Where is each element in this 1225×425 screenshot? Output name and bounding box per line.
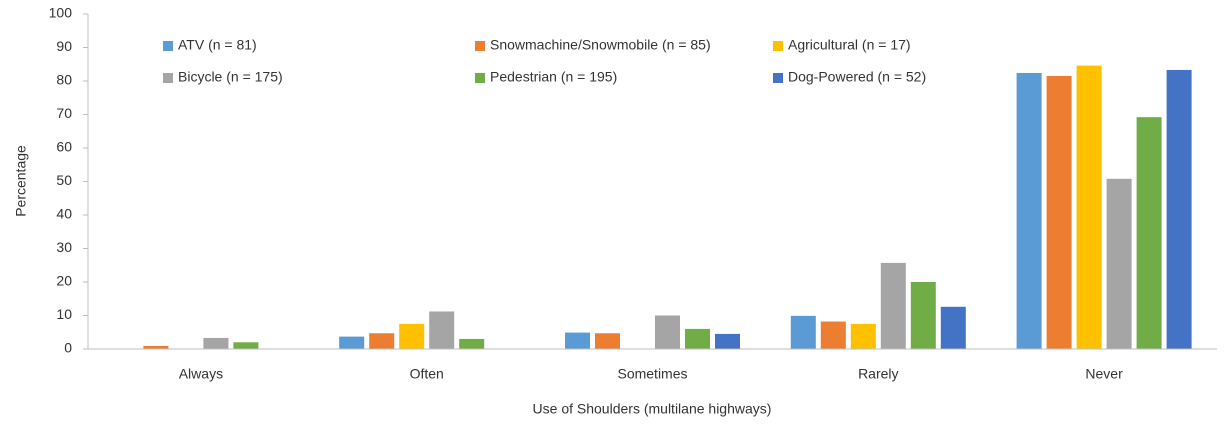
- legend-swatch: [773, 41, 783, 51]
- bar: [1136, 117, 1162, 350]
- legend-swatch: [475, 41, 485, 51]
- y-tick-label: 10: [56, 306, 72, 322]
- bar: [880, 262, 906, 349]
- bar: [233, 342, 259, 349]
- legend-swatch: [163, 41, 173, 51]
- x-tick-label: Never: [1085, 366, 1123, 382]
- bar: [565, 332, 590, 349]
- x-tick-label: Always: [179, 366, 223, 382]
- y-tick-label: 80: [56, 72, 72, 88]
- bar: [369, 333, 395, 349]
- x-axis-title: Use of Shoulders (multilane highways): [533, 401, 772, 417]
- bar: [429, 311, 455, 349]
- bar: [820, 321, 846, 349]
- bar: [1166, 69, 1192, 349]
- y-tick-label: 40: [56, 206, 72, 222]
- legend-swatch: [475, 73, 485, 83]
- bar: [143, 345, 169, 349]
- bar: [940, 306, 966, 349]
- y-tick-label: 50: [56, 172, 72, 188]
- y-tick-label: 20: [56, 273, 72, 289]
- bar: [1016, 72, 1042, 350]
- y-tick-label: 100: [49, 5, 73, 21]
- y-tick-label: 70: [56, 105, 72, 121]
- bar: [1076, 65, 1102, 349]
- x-tick-label: Sometimes: [617, 366, 687, 382]
- legend-swatch: [163, 73, 173, 83]
- bar: [1106, 178, 1132, 349]
- bar: [685, 328, 710, 349]
- bar: [459, 338, 485, 349]
- legend-label: Dog-Powered (n = 52): [788, 69, 926, 85]
- bar: [790, 315, 816, 349]
- bar: [1046, 75, 1072, 349]
- bar: [655, 315, 680, 349]
- y-tick-label: 30: [56, 239, 72, 255]
- legend-swatch: [773, 73, 783, 83]
- legend-label: Bicycle (n = 175): [178, 69, 283, 85]
- bar: [715, 333, 740, 349]
- bar: [595, 333, 620, 349]
- y-axis-title: Percentage: [13, 145, 29, 217]
- legend-label: Snowmachine/Snowmobile (n = 85): [490, 37, 711, 53]
- bar: [910, 282, 936, 349]
- bar: [850, 323, 876, 349]
- bar: [203, 337, 229, 349]
- legend-label: Agricultural (n = 17): [788, 37, 911, 53]
- legend-label: Pedestrian (n = 195): [490, 69, 617, 85]
- x-tick-label: Rarely: [858, 366, 898, 382]
- y-tick-label: 0: [64, 340, 72, 356]
- y-tick-label: 60: [56, 139, 72, 155]
- bar: [399, 323, 425, 349]
- legend-label: ATV (n = 81): [178, 37, 257, 53]
- bar: [339, 336, 365, 349]
- x-tick-label: Often: [410, 366, 444, 382]
- y-tick-label: 90: [56, 38, 72, 54]
